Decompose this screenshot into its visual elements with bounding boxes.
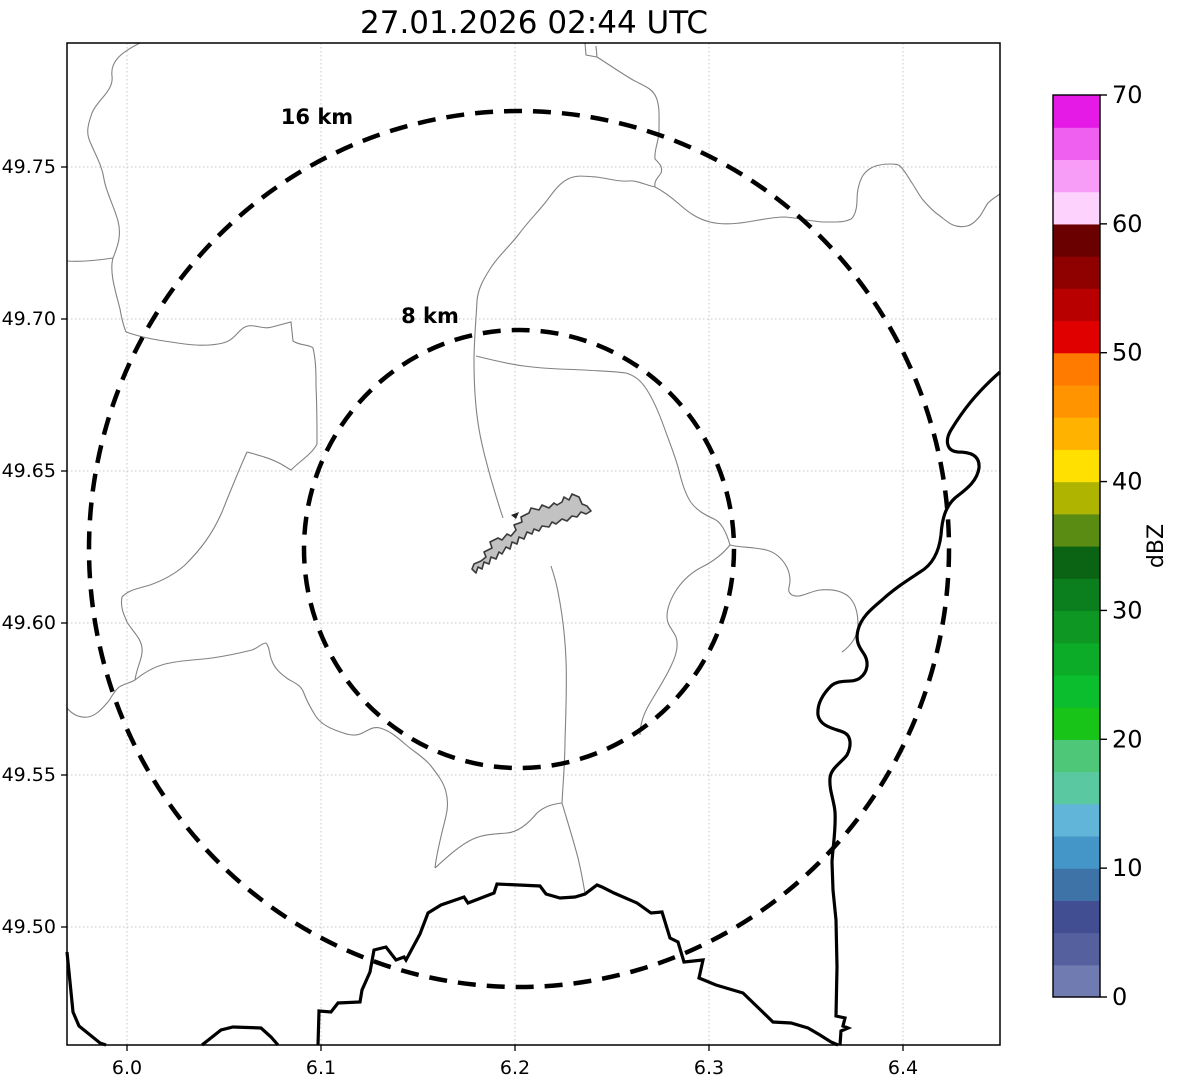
grid-layer [67,43,1000,1045]
colorbar-tick-label: 60 [1112,210,1143,238]
colorbar-band [1053,159,1100,193]
river-line [584,42,663,188]
colorbar-band [1053,288,1100,322]
border-river-line [816,370,1002,1046]
river-line [434,802,563,869]
range-ring-label-16km: 16 km [281,105,353,129]
x-tick-label: 6.0 [112,1057,142,1079]
range-ring-label-8km: 8 km [401,304,459,328]
colorbar-tick-label: 0 [1112,983,1127,1011]
x-tick-label: 6.1 [306,1057,336,1079]
range-ring-16km [86,108,952,990]
colorbar-frame [1052,94,1101,998]
colorbar-tick-label: 30 [1112,596,1143,624]
river-line [561,802,586,894]
colorbar-tick-label: 40 [1112,468,1143,496]
colorbar-band [1053,513,1100,547]
colorbar-tick-label: 70 [1112,81,1143,109]
colorbar-band [1053,707,1100,740]
river-line [654,163,1001,228]
range-ring-8km [301,327,737,771]
axes-layer: 6.0 6.1 6.2 6.3 6.4 49.75 49.70 49.65 49.60 49.55… [2,156,919,1079]
city-center-mark [511,512,519,519]
colorbar-band [1053,256,1100,289]
colorbar-band [1053,352,1100,386]
border-line [316,882,839,1047]
colorbar-band [1053,191,1100,225]
river-line [729,544,859,653]
river-line [473,175,656,519]
range-rings-layer: 16 km 8 km [86,105,952,990]
colorbar-band [1053,481,1100,515]
y-tick-label: 49.55 [2,764,56,786]
colorbar-band [1053,223,1100,257]
colorbar-axis-label: dBZ [1144,524,1169,568]
y-tick-label: 49.50 [2,916,56,938]
colorbar-bands [1053,95,1100,998]
border-lines [65,370,1002,1047]
x-tick-label: 6.2 [500,1057,530,1079]
colorbar-band [1053,320,1100,354]
y-tick-label: 49.75 [2,156,56,178]
figure-title: 27.01.2026 02:44 UTC [360,5,708,41]
colorbar-band [1053,642,1100,676]
colorbar-band [1053,771,1100,805]
y-tick-label: 49.70 [2,308,56,330]
border-line [65,951,107,1047]
river-line [134,642,449,869]
x-tick-label: 6.4 [888,1057,918,1079]
map-content: 16 km 8 km [65,42,1002,1047]
border-line [201,1025,280,1047]
river-line [87,42,141,333]
x-tick-label: 6.3 [694,1057,724,1079]
colorbar-band [1053,932,1100,966]
colorbar-band [1053,610,1100,644]
river-lines [66,42,1001,894]
river-line [66,257,114,262]
plot-frame [66,42,1001,1046]
river-line [66,679,136,718]
colorbar-band [1053,449,1100,483]
colorbar-band [1053,384,1100,418]
colorbar-band [1053,95,1100,128]
colorbar-ticks: 0 10 20 30 40 50 60 70 [1100,81,1143,1011]
river-line [550,565,567,804]
y-tick-label: 49.65 [2,460,56,482]
colorbar-band [1053,127,1100,161]
y-tick-label: 49.60 [2,612,56,634]
colorbar-tick-label: 50 [1112,339,1143,367]
colorbar-band [1053,578,1100,612]
colorbar-band [1053,900,1100,934]
colorbar-band [1053,546,1100,579]
river-line [639,544,731,736]
colorbar-tick-label: 10 [1112,854,1143,882]
colorbar-tick-label: 20 [1112,725,1143,753]
colorbar: 0 10 20 30 40 50 60 70 dBZ [1052,81,1169,1011]
river-line [475,355,731,546]
colorbar-band [1053,417,1100,450]
colorbar-band [1053,739,1100,773]
city-boundary-polygon [471,493,592,574]
colorbar-band [1053,674,1100,708]
colorbar-band [1053,868,1100,901]
colorbar-band [1053,835,1100,869]
colorbar-band [1053,964,1100,998]
river-line [125,321,318,471]
river-line [120,451,248,681]
colorbar-band [1053,803,1100,837]
